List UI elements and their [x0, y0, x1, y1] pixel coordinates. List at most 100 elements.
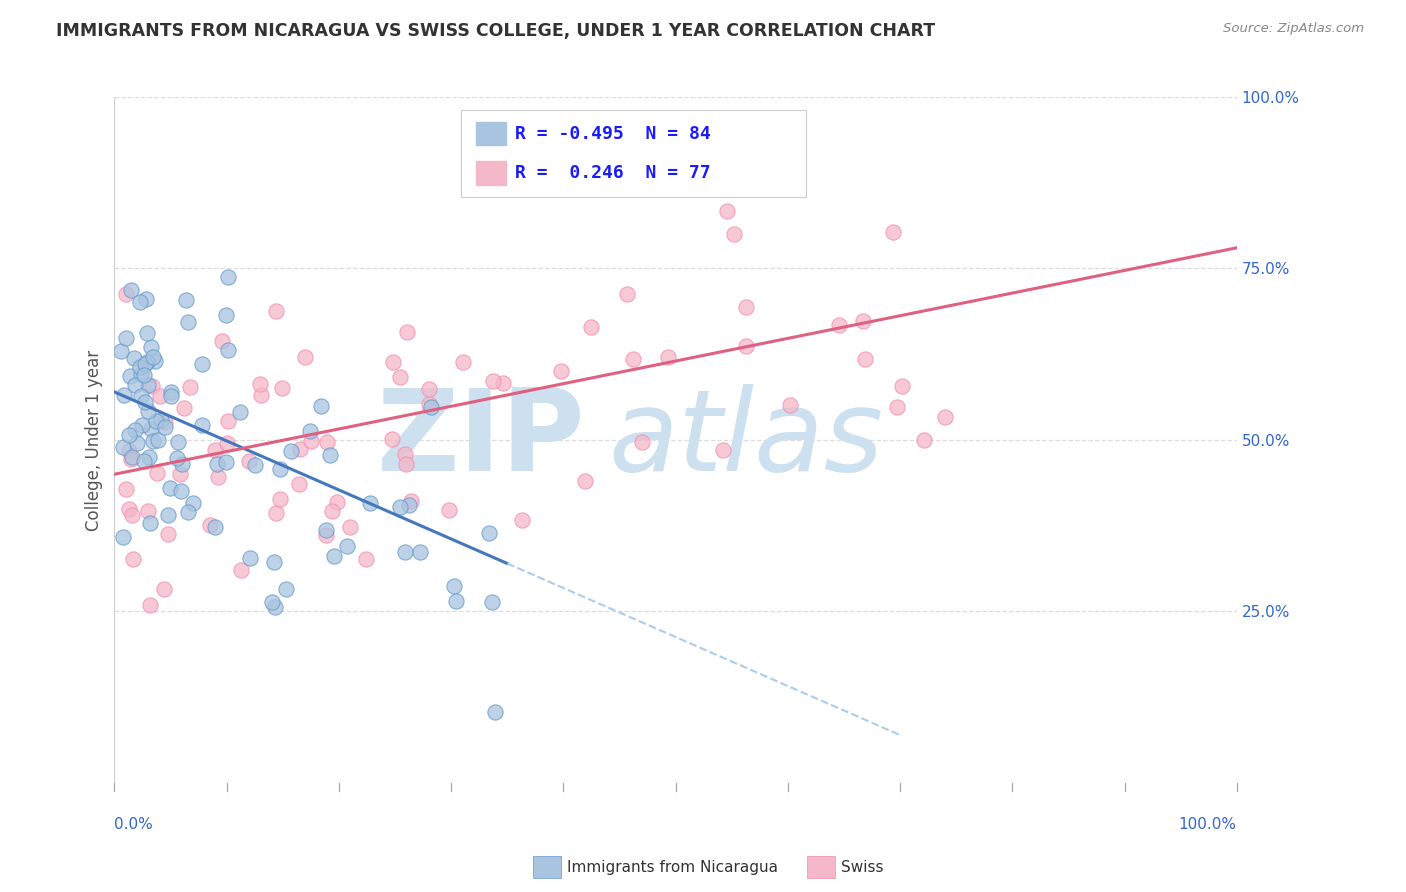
Point — [621, 352, 644, 367]
Point — [141, 378, 163, 392]
Point — [159, 481, 181, 495]
Point — [294, 350, 316, 364]
Point — [124, 424, 146, 438]
Point — [166, 435, 188, 450]
Point — [444, 594, 467, 608]
Point — [155, 415, 177, 429]
Point — [110, 343, 132, 358]
Point — [128, 359, 150, 374]
Point — [657, 350, 679, 364]
Y-axis label: College, Under 1 year: College, Under 1 year — [86, 350, 103, 531]
Point — [139, 340, 162, 354]
Point — [117, 502, 139, 516]
Point — [269, 492, 291, 507]
Point — [395, 326, 418, 340]
Point — [150, 413, 173, 427]
Point — [215, 436, 238, 450]
Point — [190, 357, 212, 371]
Point — [354, 552, 377, 566]
Text: R = -0.495  N = 84: R = -0.495 N = 84 — [515, 125, 711, 143]
Point — [112, 530, 135, 544]
Point — [290, 442, 312, 456]
Point — [399, 494, 422, 508]
Point — [326, 495, 349, 509]
Point — [394, 447, 416, 461]
Point — [420, 400, 443, 414]
Point — [142, 434, 165, 449]
Point — [453, 355, 475, 369]
Point — [934, 409, 956, 424]
Text: Swiss: Swiss — [841, 860, 883, 874]
Point — [316, 434, 339, 449]
Point — [149, 389, 172, 403]
Point — [215, 309, 238, 323]
Text: R =  0.246  N = 77: R = 0.246 N = 77 — [515, 164, 711, 182]
Point — [132, 368, 155, 382]
Point — [276, 582, 298, 597]
Point — [478, 526, 501, 541]
Point — [263, 555, 285, 569]
Text: Immigrants from Nicaragua: Immigrants from Nicaragua — [567, 860, 778, 874]
Point — [779, 398, 801, 412]
Point — [177, 505, 200, 519]
Point — [135, 292, 157, 306]
Point — [249, 376, 271, 391]
Point — [853, 351, 876, 366]
Point — [723, 227, 745, 241]
Point — [882, 225, 904, 239]
Point — [121, 450, 143, 465]
Point — [204, 443, 226, 458]
Point — [160, 384, 183, 399]
Point — [321, 504, 343, 518]
Point — [118, 444, 141, 458]
Point — [249, 388, 271, 402]
Point — [492, 376, 515, 391]
Point — [437, 502, 460, 516]
Point — [122, 351, 145, 365]
Point — [886, 400, 908, 414]
Point — [409, 545, 432, 559]
Point — [207, 470, 229, 484]
Point — [120, 284, 142, 298]
Point — [301, 434, 323, 448]
Point — [139, 598, 162, 612]
Point — [146, 466, 169, 480]
Point — [443, 579, 465, 593]
Point — [418, 396, 440, 410]
Point — [115, 482, 138, 496]
Point — [484, 705, 506, 719]
Point — [153, 419, 176, 434]
Text: 100.0%: 100.0% — [1178, 817, 1237, 832]
Point — [174, 293, 197, 307]
Point — [239, 551, 262, 566]
Point — [891, 378, 914, 392]
Point — [153, 582, 176, 596]
Point — [156, 527, 179, 541]
Point — [299, 424, 322, 438]
Point — [260, 595, 283, 609]
Point — [574, 474, 596, 488]
Text: Source: ZipAtlas.com: Source: ZipAtlas.com — [1223, 22, 1364, 36]
Point — [238, 454, 260, 468]
Point — [382, 355, 405, 369]
Text: ZIP: ZIP — [377, 384, 586, 495]
Point — [217, 414, 239, 428]
Point — [136, 504, 159, 518]
Point — [217, 270, 239, 285]
Point — [550, 364, 572, 378]
Point — [112, 440, 135, 454]
Point — [336, 539, 359, 553]
Point — [198, 517, 221, 532]
Point — [315, 523, 337, 537]
Point — [121, 552, 143, 566]
Point — [229, 563, 252, 577]
Point — [125, 436, 148, 450]
Point — [112, 387, 135, 401]
Point — [166, 451, 188, 466]
Point — [148, 433, 170, 447]
Point — [120, 369, 142, 384]
Point — [160, 389, 183, 403]
Point — [139, 516, 162, 531]
Text: atlas: atlas — [609, 384, 883, 495]
Point — [134, 395, 156, 409]
